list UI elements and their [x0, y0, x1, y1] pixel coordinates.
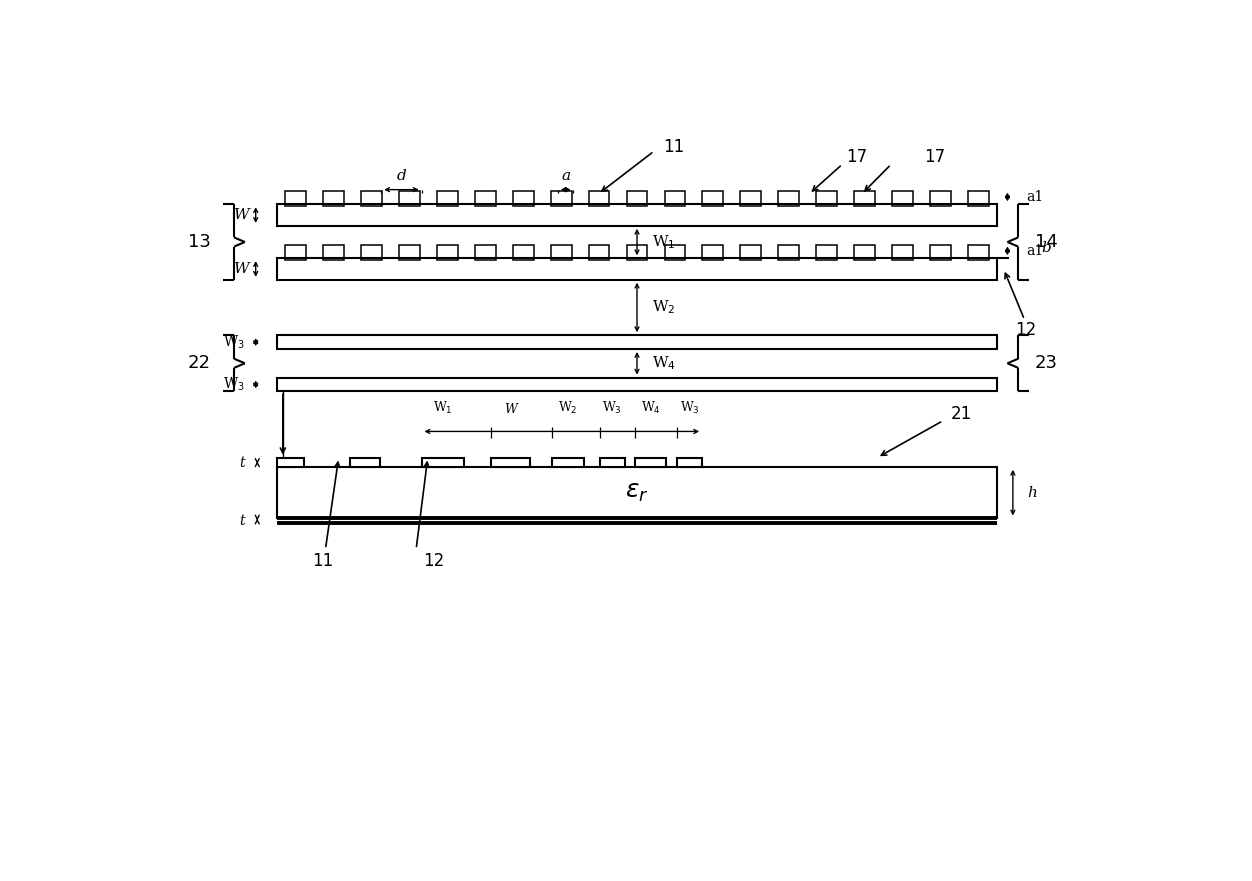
Text: W$_3$: W$_3$	[223, 376, 245, 393]
Bar	[277, 378, 998, 391]
Bar	[968, 191, 989, 206]
Bar	[588, 245, 610, 260]
Bar	[475, 191, 496, 206]
Text: d: d	[397, 169, 407, 182]
Text: W$_4$: W$_4$	[641, 400, 661, 416]
Bar	[779, 245, 799, 260]
Text: 23: 23	[1034, 354, 1058, 373]
Bar	[399, 245, 419, 260]
Bar	[513, 191, 533, 206]
Text: 11: 11	[313, 552, 334, 570]
Text: W$_1$: W$_1$	[652, 233, 676, 251]
Text: 12: 12	[1015, 321, 1037, 339]
Bar	[930, 245, 952, 260]
Bar	[854, 245, 875, 260]
Bar	[930, 191, 952, 206]
Bar	[361, 245, 382, 260]
Text: a1: a1	[1027, 190, 1043, 204]
Bar	[323, 245, 344, 260]
Text: W$_3$: W$_3$	[680, 400, 700, 416]
Bar	[702, 191, 724, 206]
Bar	[422, 458, 464, 467]
Text: $\varepsilon_r$: $\varepsilon_r$	[625, 481, 649, 504]
Bar	[277, 467, 998, 518]
Bar	[285, 245, 305, 260]
Bar	[277, 258, 998, 280]
Text: W: W	[234, 208, 249, 222]
Bar	[968, 245, 989, 260]
Text: 12: 12	[423, 552, 444, 570]
Bar	[816, 191, 838, 206]
Text: a1: a1	[1027, 244, 1043, 258]
Bar	[361, 191, 382, 206]
Text: 21: 21	[950, 405, 972, 424]
Bar	[552, 458, 585, 467]
Text: W$_3$: W$_3$	[223, 333, 245, 351]
Bar	[665, 191, 685, 206]
Bar	[702, 245, 724, 260]
Bar	[277, 335, 998, 349]
Bar	[893, 191, 913, 206]
Bar	[816, 245, 838, 260]
Text: 11: 11	[664, 137, 685, 156]
Bar	[740, 191, 761, 206]
Bar	[854, 191, 875, 206]
Bar	[551, 191, 572, 206]
Text: a: a	[561, 169, 570, 182]
Bar	[437, 191, 458, 206]
Text: W$_1$: W$_1$	[433, 400, 453, 416]
Text: W$_2$: W$_2$	[652, 299, 676, 316]
Bar	[626, 245, 647, 260]
Text: b: b	[1042, 241, 1052, 255]
Bar	[588, 191, 610, 206]
Bar	[513, 245, 533, 260]
Bar	[399, 191, 419, 206]
Text: t: t	[239, 455, 244, 470]
Bar	[626, 191, 647, 206]
Text: h: h	[1028, 485, 1037, 500]
Text: W$_4$: W$_4$	[652, 354, 676, 372]
Bar	[351, 458, 379, 467]
Bar	[740, 245, 761, 260]
Text: W: W	[505, 403, 517, 416]
Text: 17: 17	[924, 147, 945, 166]
Text: W$_2$: W$_2$	[558, 400, 578, 416]
Bar	[893, 245, 913, 260]
Bar	[277, 458, 304, 467]
Bar	[437, 245, 458, 260]
Text: W$_3$: W$_3$	[602, 400, 622, 416]
Bar	[323, 191, 344, 206]
Bar	[665, 245, 685, 260]
Text: 22: 22	[188, 354, 210, 373]
Bar	[475, 245, 496, 260]
Text: W: W	[234, 262, 249, 276]
Text: 17: 17	[846, 147, 868, 166]
Bar	[636, 458, 666, 467]
Text: t: t	[239, 514, 244, 528]
Text: 13: 13	[188, 233, 210, 251]
Bar	[600, 458, 625, 467]
Bar	[677, 458, 702, 467]
Bar	[285, 191, 305, 206]
Bar	[277, 204, 998, 226]
Text: 14: 14	[1034, 233, 1058, 251]
Bar	[779, 191, 799, 206]
Bar	[551, 245, 572, 260]
Bar	[491, 458, 530, 467]
